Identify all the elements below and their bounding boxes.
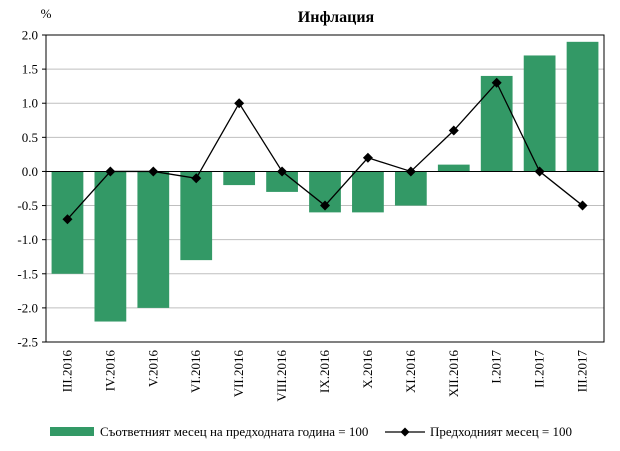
- bar: [437, 164, 470, 172]
- x-category-label: III.2017: [575, 350, 590, 393]
- diamond-marker: [191, 173, 202, 184]
- legend-diamond-marker: [400, 427, 410, 437]
- diamond-marker: [320, 200, 330, 211]
- y-tick-label: -1.0: [17, 232, 38, 247]
- x-category-label: X.2016: [360, 350, 375, 389]
- bar: [180, 171, 213, 261]
- diamond-marker: [577, 200, 588, 211]
- line-series: [62, 77, 588, 225]
- x-category-label: III.2016: [59, 350, 74, 393]
- diamond-marker: [405, 166, 416, 177]
- y-tick-label: -2.5: [17, 335, 38, 350]
- bar: [352, 171, 384, 213]
- bar: [94, 171, 127, 322]
- bar: [566, 41, 599, 172]
- diamond-marker: [362, 152, 373, 163]
- legend-label-line-series: Предходният месец = 100: [430, 424, 572, 439]
- x-category-label: XI.2016: [403, 350, 418, 393]
- chart-title: Инфлация: [298, 9, 375, 26]
- diamond-marker: [534, 166, 545, 177]
- x-category-label: IX.2016: [317, 350, 332, 393]
- x-category-label: II.2017: [532, 350, 547, 388]
- bar: [394, 171, 427, 206]
- x-category-label: IV.2016: [102, 350, 117, 392]
- diamond-marker: [234, 98, 245, 109]
- diamond-marker: [448, 125, 459, 136]
- diamond-marker: [105, 166, 116, 177]
- diamond-marker: [277, 166, 288, 177]
- legend: Съответният месец на предходната година …: [50, 424, 572, 439]
- y-axis-ticks: 2.0 1.5 1.0 0.5 0.0 -0.5 -1.0 -1.5 -2.0 -2.5: [17, 28, 46, 350]
- y-tick-label: 1.0: [22, 96, 38, 111]
- x-category-label: VI.2016: [188, 350, 203, 393]
- x-axis-ticks: III.2016 IV.2016 V.2016 VI.2016 VII.2016 VIII…: [59, 350, 589, 402]
- x-category-label: I.2017: [489, 350, 504, 384]
- y-tick-label: -2.0: [17, 300, 38, 315]
- bar: [137, 171, 170, 308]
- x-category-label: VIII.2016: [274, 350, 289, 402]
- bar-series: [51, 41, 599, 322]
- y-axis-unit-label: %: [41, 6, 52, 21]
- bar: [523, 55, 556, 172]
- y-tick-label: -1.5: [17, 266, 38, 281]
- plot-frame: [45, 34, 605, 343]
- legend-swatch-bar: [50, 427, 94, 436]
- diamond-marker: [62, 214, 73, 225]
- bar: [223, 171, 256, 186]
- bar: [266, 171, 298, 192]
- x-category-label: XII.2016: [446, 350, 461, 398]
- x-category-label: V.2016: [145, 350, 160, 387]
- diamond-marker: [148, 166, 159, 177]
- x-category-label: VII.2016: [231, 350, 246, 398]
- legend-label-bar-series: Съответният месец на предходната година …: [100, 424, 368, 439]
- diamond-marker: [491, 77, 502, 88]
- y-tick-label: 0.0: [22, 164, 38, 179]
- y-tick-label: -0.5: [17, 198, 38, 213]
- bar: [480, 75, 513, 172]
- y-tick-label: 0.5: [22, 130, 38, 145]
- y-tick-label: 1.5: [22, 62, 38, 77]
- y-tick-label: 2.0: [22, 28, 38, 43]
